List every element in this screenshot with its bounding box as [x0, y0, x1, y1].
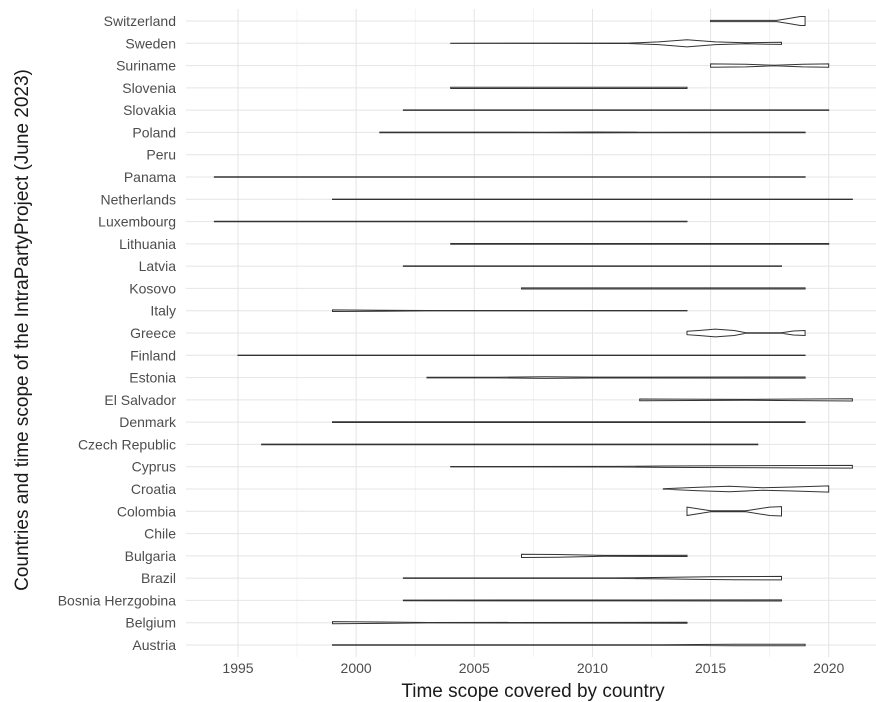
- y-tick-label: El Salvador: [104, 392, 176, 408]
- violin-suriname: [710, 63, 830, 68]
- violin-brazil: [402, 575, 782, 581]
- x-tick-labels: 1995 2000 2005 2010 2015 2020: [222, 660, 844, 676]
- violin-croatia: [662, 485, 830, 493]
- violin-el-salvador: [639, 398, 853, 402]
- y-axis-title: Countries and time scope of the IntraPar…: [12, 69, 33, 591]
- y-tick-label: Cyprus: [132, 459, 176, 475]
- x-tick-label: 2010: [577, 660, 608, 676]
- violin-bosnia-herzgobina: [402, 599, 782, 602]
- y-tick-label: Greece: [130, 325, 176, 341]
- x-tick-label: 2005: [459, 660, 490, 676]
- y-tick-label: Switzerland: [104, 13, 176, 29]
- y-tick-label: Slovenia: [122, 80, 176, 96]
- x-tick-label: 2000: [341, 660, 372, 676]
- violin-belgium: [332, 621, 688, 625]
- violin-bulgaria: [521, 553, 688, 559]
- y-tick-label: Austria: [132, 637, 176, 653]
- violin-slovenia: [450, 86, 688, 89]
- violin-luxembourg: [213, 220, 688, 223]
- x-axis-title: Time scope covered by country: [401, 681, 665, 702]
- violin-estonia: [426, 376, 806, 379]
- violin-czech-republic: [261, 443, 759, 446]
- y-tick-label: Chile: [144, 526, 176, 542]
- y-tick-label: Bosnia Herzgobina: [58, 592, 177, 608]
- x-tick-label: 1995: [222, 660, 253, 676]
- y-tick-label: Denmark: [119, 414, 177, 430]
- y-tick-label: Slovakia: [123, 102, 176, 118]
- y-tick-label: Czech Republic: [78, 436, 176, 452]
- y-tick-label: Estonia: [129, 370, 176, 386]
- violin-latvia: [402, 265, 782, 267]
- violin-kosovo: [521, 287, 806, 290]
- y-tick-label: Lithuania: [119, 236, 176, 252]
- violin-switzerland: [710, 16, 806, 26]
- x-tick-label: 2015: [695, 660, 726, 676]
- y-tick-label: Colombia: [117, 503, 176, 519]
- y-tick-label: Luxembourg: [98, 214, 176, 230]
- violin-slovakia: [402, 109, 830, 111]
- y-tick-label: Sweden: [125, 35, 176, 51]
- y-tick-labels: Switzerland Sweden Suriname Slovenia Slovaki…: [58, 13, 177, 653]
- y-tick-label: Poland: [132, 124, 176, 140]
- y-tick-label: Italy: [150, 303, 176, 319]
- violin-sweden: [450, 39, 782, 48]
- y-tick-label: Panama: [124, 169, 176, 185]
- y-tick-label: Belgium: [125, 615, 176, 631]
- y-tick-label: Finland: [130, 347, 176, 363]
- y-tick-label: Kosovo: [129, 280, 176, 296]
- violin-lithuania: [450, 243, 830, 245]
- y-tick-label: Brazil: [141, 570, 176, 586]
- y-tick-label: Netherlands: [101, 191, 177, 207]
- y-tick-label: Croatia: [131, 481, 176, 497]
- violin-cyprus: [450, 464, 853, 469]
- violin-austria: [332, 643, 806, 647]
- y-tick-label: Suriname: [116, 58, 176, 74]
- x-tick-label: 2020: [813, 660, 844, 676]
- violin-poland: [379, 131, 806, 134]
- violin-denmark: [332, 421, 806, 423]
- y-tick-label: Latvia: [139, 258, 177, 274]
- y-tick-label: Bulgaria: [125, 548, 177, 564]
- violin-greece: [686, 328, 806, 338]
- y-tick-label: Peru: [146, 147, 176, 163]
- violin-italy: [332, 309, 688, 313]
- violin-colombia: [686, 506, 782, 517]
- violins: [213, 16, 853, 647]
